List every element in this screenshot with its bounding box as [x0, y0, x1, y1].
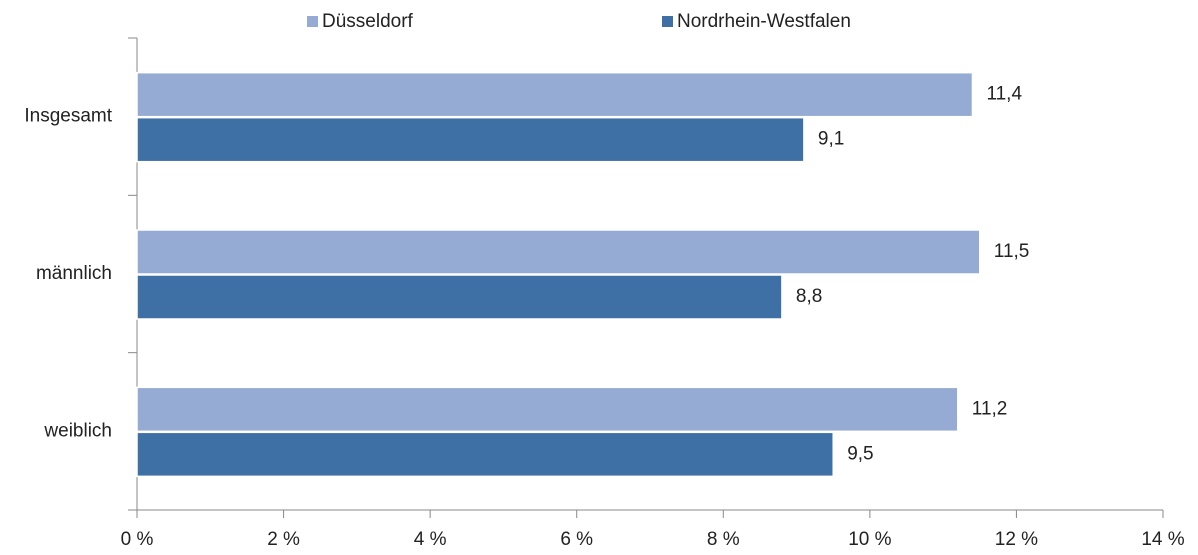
- bar: [136, 116, 805, 163]
- bar: [136, 274, 783, 320]
- value-label: 11,4: [986, 84, 1022, 105]
- value-label: 11,2: [972, 398, 1008, 419]
- x-tick-label: 4 %: [414, 529, 447, 550]
- value-label: 11,5: [994, 241, 1030, 262]
- y-tick-label: Insgesamt: [24, 106, 112, 127]
- y-tick-label: weiblich: [43, 420, 112, 441]
- legend-swatch: [662, 16, 673, 27]
- bar: [136, 386, 959, 433]
- x-tick-label: 2 %: [267, 529, 300, 550]
- legend-swatch: [307, 16, 318, 27]
- bar: [136, 71, 974, 118]
- value-label: 9,5: [847, 443, 873, 464]
- x-tick-label: 6 %: [560, 529, 593, 550]
- value-label: 9,1: [818, 129, 844, 150]
- value-label: 8,8: [796, 286, 822, 307]
- x-tick-label: 8 %: [707, 529, 740, 550]
- bar: [136, 229, 981, 275]
- legend-label: Düsseldorf: [322, 11, 414, 32]
- x-tick-label: 12 %: [995, 529, 1038, 550]
- x-tick-label: 14 %: [1141, 529, 1184, 550]
- x-tick-label: 10 %: [848, 529, 891, 550]
- legend-label: Nordrhein-Westfalen: [677, 11, 851, 32]
- bar: [136, 431, 834, 478]
- y-tick-label: männlich: [36, 263, 112, 284]
- x-tick-label: 0 %: [121, 529, 154, 550]
